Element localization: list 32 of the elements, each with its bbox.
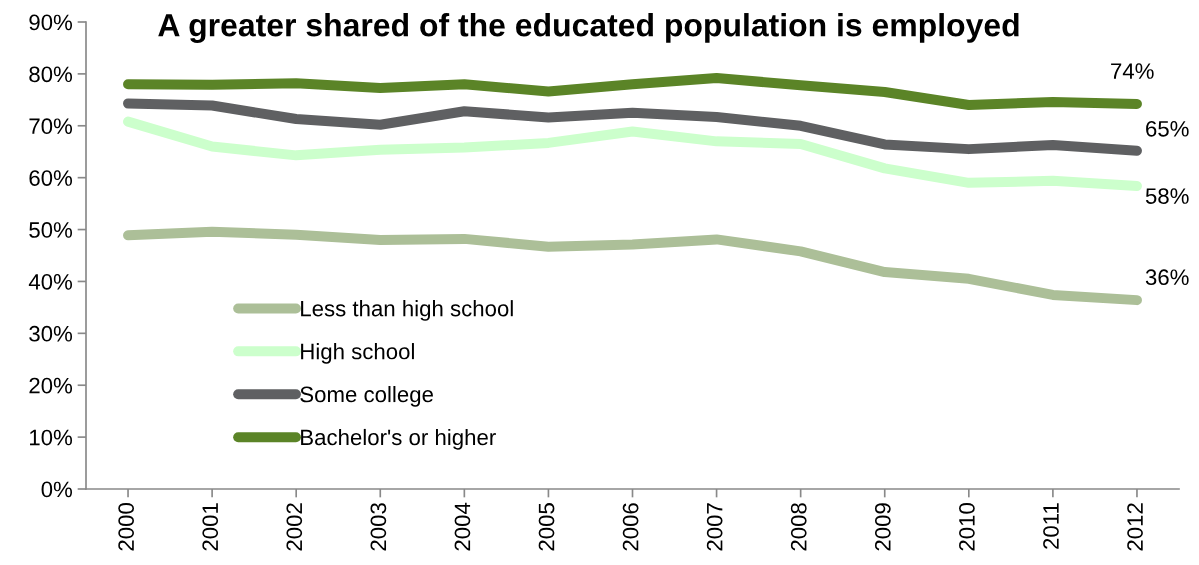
y-tick-label: 10% xyxy=(30,429,73,446)
x-tick-label: 2010 xyxy=(959,503,975,551)
legend-label: High school xyxy=(301,343,414,364)
x-tick-label: 2007 xyxy=(706,503,723,551)
y-tick-label: 0% xyxy=(41,481,73,498)
x-tick-label: 2009 xyxy=(874,503,891,551)
y-tick-label: 70% xyxy=(29,118,73,135)
data-label: 36% xyxy=(1145,269,1189,286)
y-tick-label: 90% xyxy=(29,14,73,31)
y-tick-label: 40% xyxy=(28,273,73,290)
x-tick-label: 2001 xyxy=(202,503,219,551)
x-tick-label: 2012 xyxy=(1127,503,1143,551)
data-label: 58% xyxy=(1145,188,1189,204)
x-tick-label: 2004 xyxy=(454,502,471,551)
x-tick-label: 2006 xyxy=(622,503,639,551)
y-tick-label: 50% xyxy=(29,222,73,238)
legend-label: Less than high school xyxy=(301,300,513,321)
x-tick-label: 2002 xyxy=(286,503,303,551)
x-tick-label: 2003 xyxy=(370,503,387,551)
legend-label: Bachelor's or higher xyxy=(301,428,496,450)
y-tick-label: 20% xyxy=(29,377,73,394)
x-tick-label: 2008 xyxy=(790,503,807,551)
x-tick-label: 2005 xyxy=(538,503,555,551)
y-tick-label: 80% xyxy=(29,66,73,83)
data-label: 74% xyxy=(1111,63,1154,79)
chart-title: A greater shared of the educated population is employed xyxy=(158,13,1019,43)
x-tick-label: 2000 xyxy=(118,503,134,551)
legend-label: Some college xyxy=(300,385,433,407)
data-label: 65% xyxy=(1146,120,1189,137)
y-tick-label: 30% xyxy=(29,325,73,342)
x-tick-label: 2011 xyxy=(1043,503,1059,549)
y-tick-label: 60% xyxy=(29,170,73,186)
